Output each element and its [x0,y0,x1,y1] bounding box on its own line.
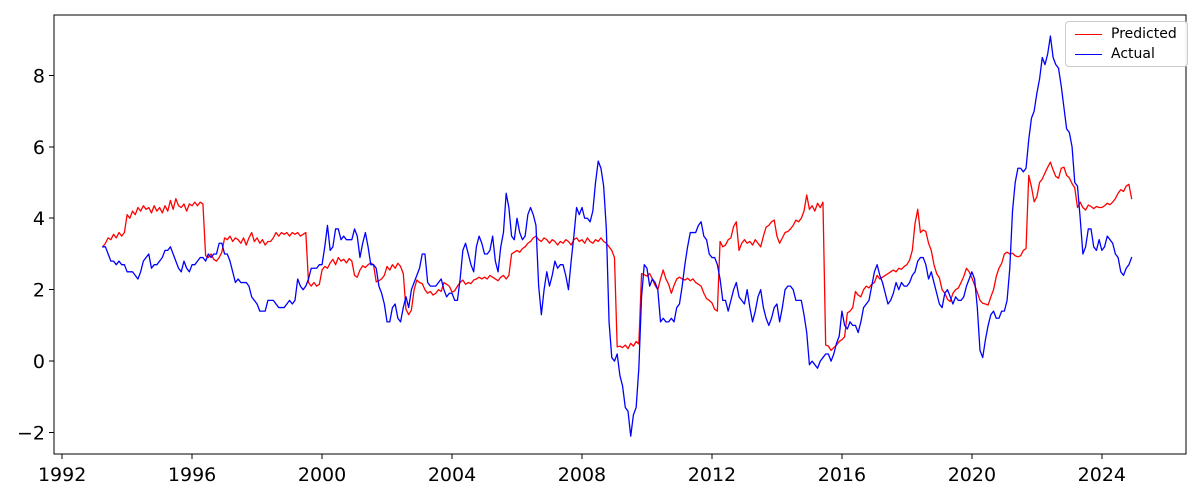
x-tick-label: 1996 [168,464,216,486]
y-tick-label: 0 [33,351,45,373]
legend-item-predicted: Predicted [1075,26,1177,42]
legend-item-actual: Actual [1075,46,1177,62]
axes-frame [53,14,1187,455]
y-tick-label: 6 [33,137,45,159]
actual-line [102,35,1133,437]
predicted-line-swatch [1075,33,1102,35]
predicted-line [102,161,1133,352]
legend-label-actual: Actual [1111,46,1155,62]
y-axis-ticks: −2 0 2 4 6 8 [17,65,54,445]
x-tick-label: 2016 [818,464,866,486]
y-tick-label: 2 [33,280,45,302]
x-tick-label: 2008 [558,464,606,486]
x-tick-label: 2004 [428,464,476,486]
y-tick-label: 4 [33,208,45,230]
x-tick-label: 2000 [298,464,346,486]
x-axis-ticks: 1992 1996 2000 2004 2008 2012 2016 2020 2024 [38,454,1126,486]
actual-line-swatch [1075,53,1102,55]
y-tick-label: 8 [33,65,45,87]
x-tick-label: 2012 [688,464,736,486]
x-tick-label: 1992 [38,464,86,486]
x-tick-label: 2020 [948,464,996,486]
y-tick-label: −2 [17,423,45,445]
x-tick-label: 2024 [1078,464,1126,486]
legend-label-predicted: Predicted [1111,26,1177,42]
legend: Predicted Actual [1065,21,1188,67]
